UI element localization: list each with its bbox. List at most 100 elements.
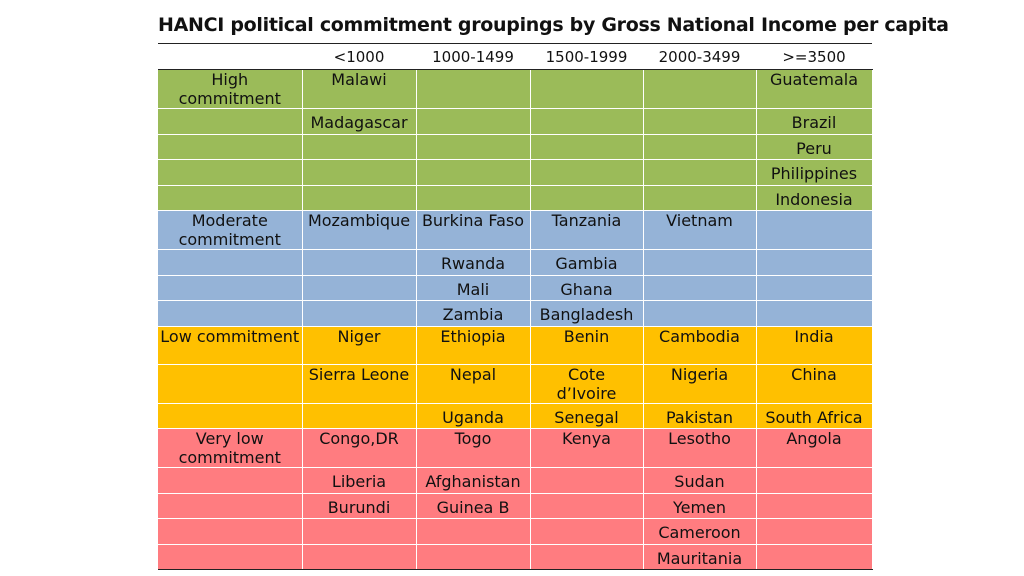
column-header-group bbox=[158, 43, 302, 70]
table-cell: Nepal bbox=[416, 364, 531, 404]
group-label-cell bbox=[158, 249, 303, 276]
table-cell: Sierra Leone bbox=[302, 364, 417, 404]
table-cell: India bbox=[756, 326, 873, 365]
table-cell bbox=[416, 134, 531, 160]
table-cell bbox=[530, 185, 644, 211]
group-label-cell bbox=[158, 364, 303, 404]
table-row: Moderate commitment Mozambique Burkina F… bbox=[158, 210, 873, 250]
table-cell bbox=[416, 69, 531, 109]
table-cell: Madagascar bbox=[302, 108, 417, 135]
table-cell bbox=[643, 108, 757, 135]
table-row: Low commitment Niger Ethiopia Benin Camb… bbox=[158, 326, 873, 365]
table-row: Indonesia bbox=[158, 185, 873, 211]
table-cell: Uganda bbox=[416, 403, 531, 429]
table-row: High commitment Malawi Guatemala bbox=[158, 69, 873, 109]
table-row: Mauritania bbox=[158, 544, 873, 570]
table-cell: Togo bbox=[416, 428, 531, 468]
table-cell: Gambia bbox=[530, 249, 644, 276]
table-cell bbox=[416, 108, 531, 135]
table-cell: Vietnam bbox=[643, 210, 757, 250]
table-cell bbox=[530, 134, 644, 160]
table-cell bbox=[643, 185, 757, 211]
table-row: Peru bbox=[158, 134, 873, 160]
table-cell bbox=[530, 518, 644, 545]
table-cell bbox=[756, 467, 873, 494]
table-cell: Burundi bbox=[302, 493, 417, 519]
column-header-1000-1499: 1000-1499 bbox=[416, 43, 530, 70]
table-cell bbox=[302, 159, 417, 186]
table-cell: Guinea B bbox=[416, 493, 531, 519]
group-label-cell bbox=[158, 544, 303, 570]
group-label-very-low: Very low commitment bbox=[158, 428, 303, 468]
table-cell bbox=[530, 159, 644, 186]
table-cell: Senegal bbox=[530, 403, 644, 429]
group-label-cell bbox=[158, 275, 303, 301]
table-row: Burundi Guinea B Yemen bbox=[158, 493, 873, 519]
table-cell: Benin bbox=[530, 326, 644, 365]
table-cell bbox=[530, 108, 644, 135]
table-cell: South Africa bbox=[756, 403, 873, 429]
table-cell: Niger bbox=[302, 326, 417, 365]
table-row: Philippines bbox=[158, 159, 873, 186]
table-cell bbox=[643, 275, 757, 301]
table-cell: Lesotho bbox=[643, 428, 757, 468]
table-row: Uganda Senegal Pakistan South Africa bbox=[158, 403, 873, 429]
column-header-gte3500: >=3500 bbox=[756, 43, 872, 70]
table-cell bbox=[643, 300, 757, 327]
table-cell bbox=[530, 493, 644, 519]
table-cell: Sudan bbox=[643, 467, 757, 494]
table-cell: Ethiopia bbox=[416, 326, 531, 365]
table-row: Zambia Bangladesh bbox=[158, 300, 873, 327]
table-cell bbox=[756, 210, 873, 250]
table-cell: Mauritania bbox=[643, 544, 757, 570]
table-cell: Liberia bbox=[302, 467, 417, 494]
table-cell: Cambodia bbox=[643, 326, 757, 365]
table-cell bbox=[302, 403, 417, 429]
table-row: Sierra Leone Nepal Cote d’Ivoire Nigeria… bbox=[158, 364, 873, 404]
table-cell bbox=[643, 159, 757, 186]
table-cell bbox=[416, 544, 531, 570]
table-cell: China bbox=[756, 364, 873, 404]
table-cell bbox=[302, 249, 417, 276]
table-cell: Malawi bbox=[302, 69, 417, 109]
table-cell: Bangladesh bbox=[530, 300, 644, 327]
table-cell bbox=[302, 275, 417, 301]
table-cell: Indonesia bbox=[756, 185, 873, 211]
table-cell bbox=[302, 134, 417, 160]
table-cell bbox=[530, 544, 644, 570]
table-cell: Rwanda bbox=[416, 249, 531, 276]
table-cell bbox=[756, 275, 873, 301]
table-cell: Angola bbox=[756, 428, 873, 468]
group-label-cell bbox=[158, 493, 303, 519]
group-label-cell bbox=[158, 108, 303, 135]
table-cell bbox=[416, 185, 531, 211]
table-cell bbox=[643, 69, 757, 109]
table-cell: Ghana bbox=[530, 275, 644, 301]
table-cell bbox=[756, 493, 873, 519]
table-row: Mali Ghana bbox=[158, 275, 873, 301]
column-header-1500-1999: 1500-1999 bbox=[530, 43, 643, 70]
table-cell: Tanzania bbox=[530, 210, 644, 250]
table-cell: Cameroon bbox=[643, 518, 757, 545]
table-cell: Philippines bbox=[756, 159, 873, 186]
table-cell bbox=[643, 249, 757, 276]
group-label-cell bbox=[158, 467, 303, 494]
table-cell bbox=[302, 544, 417, 570]
table-cell: Guatemala bbox=[756, 69, 873, 109]
table-cell: Yemen bbox=[643, 493, 757, 519]
column-header-lt1000: <1000 bbox=[302, 43, 416, 70]
table-cell bbox=[302, 185, 417, 211]
column-header-2000-3499: 2000-3499 bbox=[643, 43, 756, 70]
table-cell: Cote d’Ivoire bbox=[530, 364, 644, 404]
table-title: HANCI political commitment groupings by … bbox=[158, 14, 949, 36]
table-cell bbox=[302, 518, 417, 545]
table-cell: Brazil bbox=[756, 108, 873, 135]
table-cell bbox=[756, 249, 873, 276]
group-label-low: Low commitment bbox=[158, 326, 303, 365]
table-cell bbox=[756, 518, 873, 545]
group-label-cell bbox=[158, 134, 303, 160]
table-cell: Nigeria bbox=[643, 364, 757, 404]
group-label-cell bbox=[158, 518, 303, 545]
commitment-table: <1000 1000-1499 1500-1999 2000-3499 >=35… bbox=[158, 43, 873, 570]
table-cell bbox=[302, 300, 417, 327]
